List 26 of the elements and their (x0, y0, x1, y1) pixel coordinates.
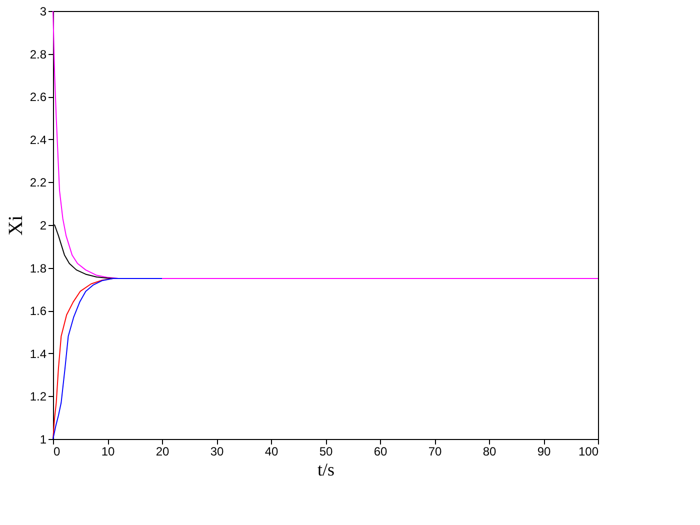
x-tick-label: 60 (374, 444, 388, 458)
y-axis-title: Xi (4, 215, 27, 236)
x-axis-title: t/s (317, 460, 335, 480)
line-series (52, 278, 162, 440)
x-tick-label: 100 (578, 444, 599, 458)
x-tick-label: 20 (156, 444, 170, 458)
x-tick-label: 70 (428, 444, 442, 458)
x-tick-label: 50 (319, 444, 333, 458)
x-tick-label: 80 (482, 444, 496, 458)
y-tick-label: 2.2 (30, 176, 47, 190)
line-series (52, 10, 598, 279)
y-tick-label: 2.6 (30, 90, 47, 104)
y-tick-label: 2.8 (30, 47, 47, 62)
x-tick-label: 40 (264, 444, 278, 458)
y-tick-label: 1.6 (30, 304, 47, 318)
y-tick-label: 2.4 (30, 132, 47, 147)
x-tick-label: 90 (537, 444, 551, 458)
y-tick-label: 1 (40, 432, 47, 446)
y-tick-label: 2 (40, 218, 47, 232)
y-tick-label: 1.4 (30, 346, 47, 361)
x-tick-label: 30 (210, 444, 224, 458)
x-tick-label: 0 (54, 444, 60, 458)
y-tick-label: 1.8 (30, 261, 47, 276)
x-tick-label: 10 (101, 444, 115, 458)
y-tick-label: 3 (40, 4, 47, 18)
y-tick-label: 1.2 (30, 390, 47, 404)
